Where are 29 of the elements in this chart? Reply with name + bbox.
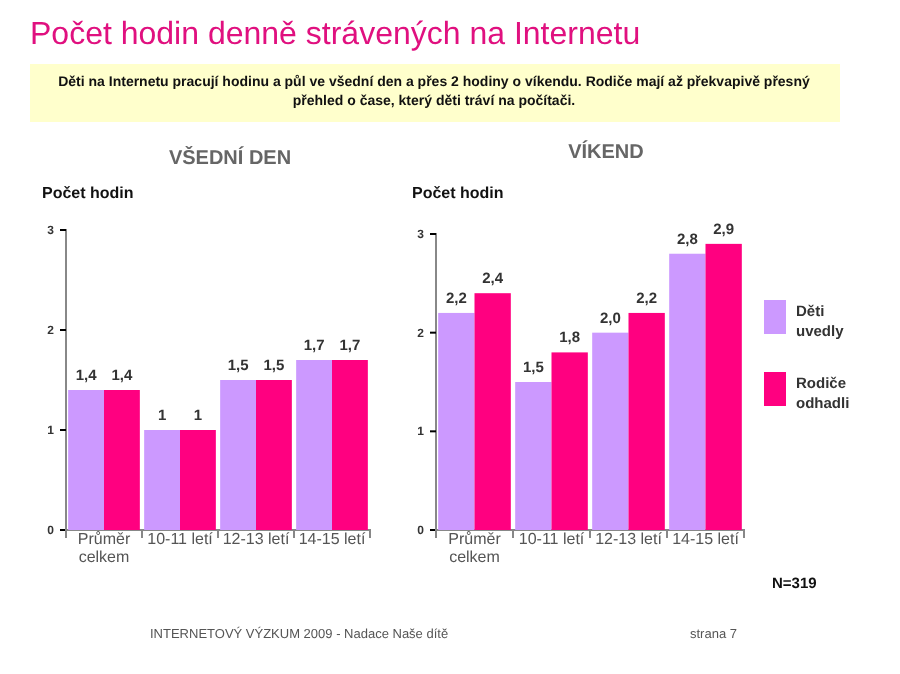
x-tick-label: 12-13 letí	[222, 530, 291, 548]
bar	[104, 390, 140, 530]
bar	[144, 430, 180, 530]
chart-title: VŠEDNÍ DEN	[168, 146, 292, 170]
bar	[256, 380, 292, 530]
x-tick-label: 14-15 letí	[672, 530, 741, 548]
bar	[551, 352, 588, 530]
bar	[332, 360, 368, 530]
bar	[296, 360, 332, 530]
x-tick-label: 12-13 letí	[595, 530, 664, 548]
chart-title: VÍKEND	[568, 140, 644, 164]
bar	[628, 312, 665, 530]
text: Počet hodin denně strávených na Internetu	[30, 18, 641, 52]
bar	[220, 380, 256, 530]
bar	[474, 293, 511, 530]
y-axis-title: Počet hodin	[42, 184, 134, 202]
bar	[438, 312, 475, 530]
bar	[705, 243, 742, 530]
x-tick-label: Průměr celkem	[77, 530, 131, 566]
x-tick-label: 14-15 letí	[298, 530, 367, 548]
y-axis-title: Počet hodin	[412, 184, 504, 202]
bar	[515, 382, 552, 530]
bar	[592, 332, 629, 530]
x-tick-label: 10-11 letí	[518, 530, 586, 548]
bar	[669, 253, 706, 530]
x-tick-label: Průměr celkem	[448, 530, 502, 566]
bar	[180, 430, 216, 530]
x-tick-label: 10-11 letí	[147, 530, 215, 548]
bar	[68, 390, 104, 530]
